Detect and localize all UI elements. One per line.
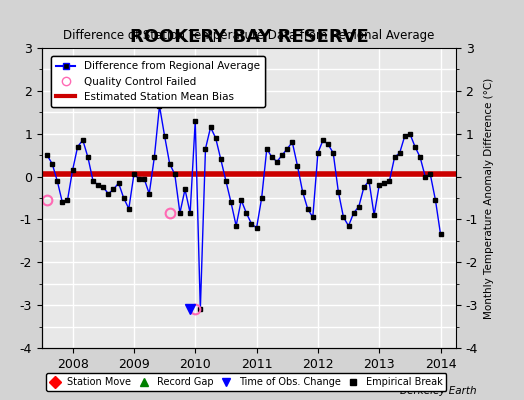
Legend: Station Move, Record Gap, Time of Obs. Change, Empirical Break: Station Move, Record Gap, Time of Obs. C… xyxy=(46,373,446,391)
Text: Berkeley Earth: Berkeley Earth xyxy=(400,386,477,396)
Text: Difference of Station Temperature Data from Regional Average: Difference of Station Temperature Data f… xyxy=(63,29,434,42)
Legend: Difference from Regional Average, Quality Control Failed, Estimated Station Mean: Difference from Regional Average, Qualit… xyxy=(51,56,265,107)
Y-axis label: Monthly Temperature Anomaly Difference (°C): Monthly Temperature Anomaly Difference (… xyxy=(484,77,494,319)
Title: ROOKERY BAY RESERVE: ROOKERY BAY RESERVE xyxy=(129,28,368,46)
